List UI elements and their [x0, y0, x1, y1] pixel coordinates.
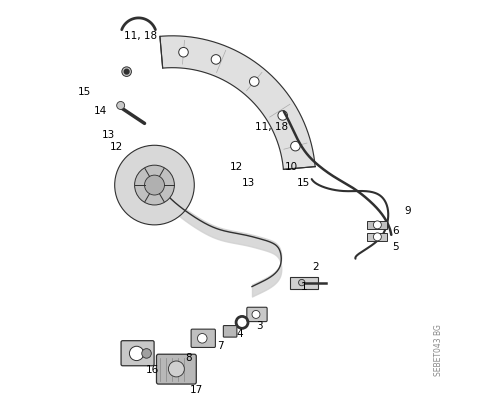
Circle shape	[373, 233, 382, 241]
Text: 14: 14	[94, 106, 107, 117]
Polygon shape	[160, 36, 315, 170]
Circle shape	[142, 349, 151, 358]
Text: 15: 15	[78, 86, 91, 97]
Text: 11, 18: 11, 18	[256, 122, 288, 133]
Text: 7: 7	[217, 341, 223, 351]
Text: 17: 17	[190, 385, 203, 395]
FancyBboxPatch shape	[121, 341, 154, 366]
Circle shape	[145, 175, 164, 195]
Circle shape	[249, 77, 259, 86]
Text: 6: 6	[392, 226, 399, 236]
Text: 10: 10	[285, 162, 298, 172]
Circle shape	[179, 47, 188, 57]
Text: 3: 3	[257, 321, 263, 332]
Text: 11, 18: 11, 18	[124, 31, 157, 41]
Text: 16: 16	[146, 365, 159, 375]
Text: 4: 4	[237, 329, 243, 339]
Polygon shape	[367, 221, 387, 229]
Circle shape	[115, 145, 194, 225]
Text: 5: 5	[392, 242, 399, 252]
Circle shape	[117, 101, 124, 109]
Circle shape	[198, 334, 207, 343]
Circle shape	[168, 361, 184, 377]
FancyBboxPatch shape	[156, 354, 196, 384]
Circle shape	[373, 221, 382, 229]
Circle shape	[278, 111, 287, 120]
Text: 12: 12	[110, 142, 123, 152]
Polygon shape	[367, 233, 387, 241]
Circle shape	[124, 69, 129, 74]
Text: 12: 12	[229, 162, 243, 172]
FancyBboxPatch shape	[191, 329, 215, 347]
Circle shape	[298, 279, 305, 286]
Circle shape	[211, 55, 221, 64]
Circle shape	[130, 346, 144, 361]
FancyBboxPatch shape	[223, 326, 237, 337]
Circle shape	[122, 67, 132, 76]
Circle shape	[291, 141, 300, 151]
Text: SEBET043 BG: SEBET043 BG	[434, 324, 443, 376]
Text: 8: 8	[185, 353, 192, 363]
Text: 13: 13	[102, 130, 115, 140]
Text: 13: 13	[241, 178, 255, 188]
FancyBboxPatch shape	[247, 307, 267, 322]
Text: 2: 2	[312, 261, 319, 272]
Text: 9: 9	[404, 206, 411, 216]
Text: 1: 1	[300, 281, 307, 292]
Circle shape	[135, 165, 174, 205]
Circle shape	[252, 310, 260, 318]
Text: 15: 15	[297, 178, 310, 188]
Polygon shape	[290, 277, 318, 289]
